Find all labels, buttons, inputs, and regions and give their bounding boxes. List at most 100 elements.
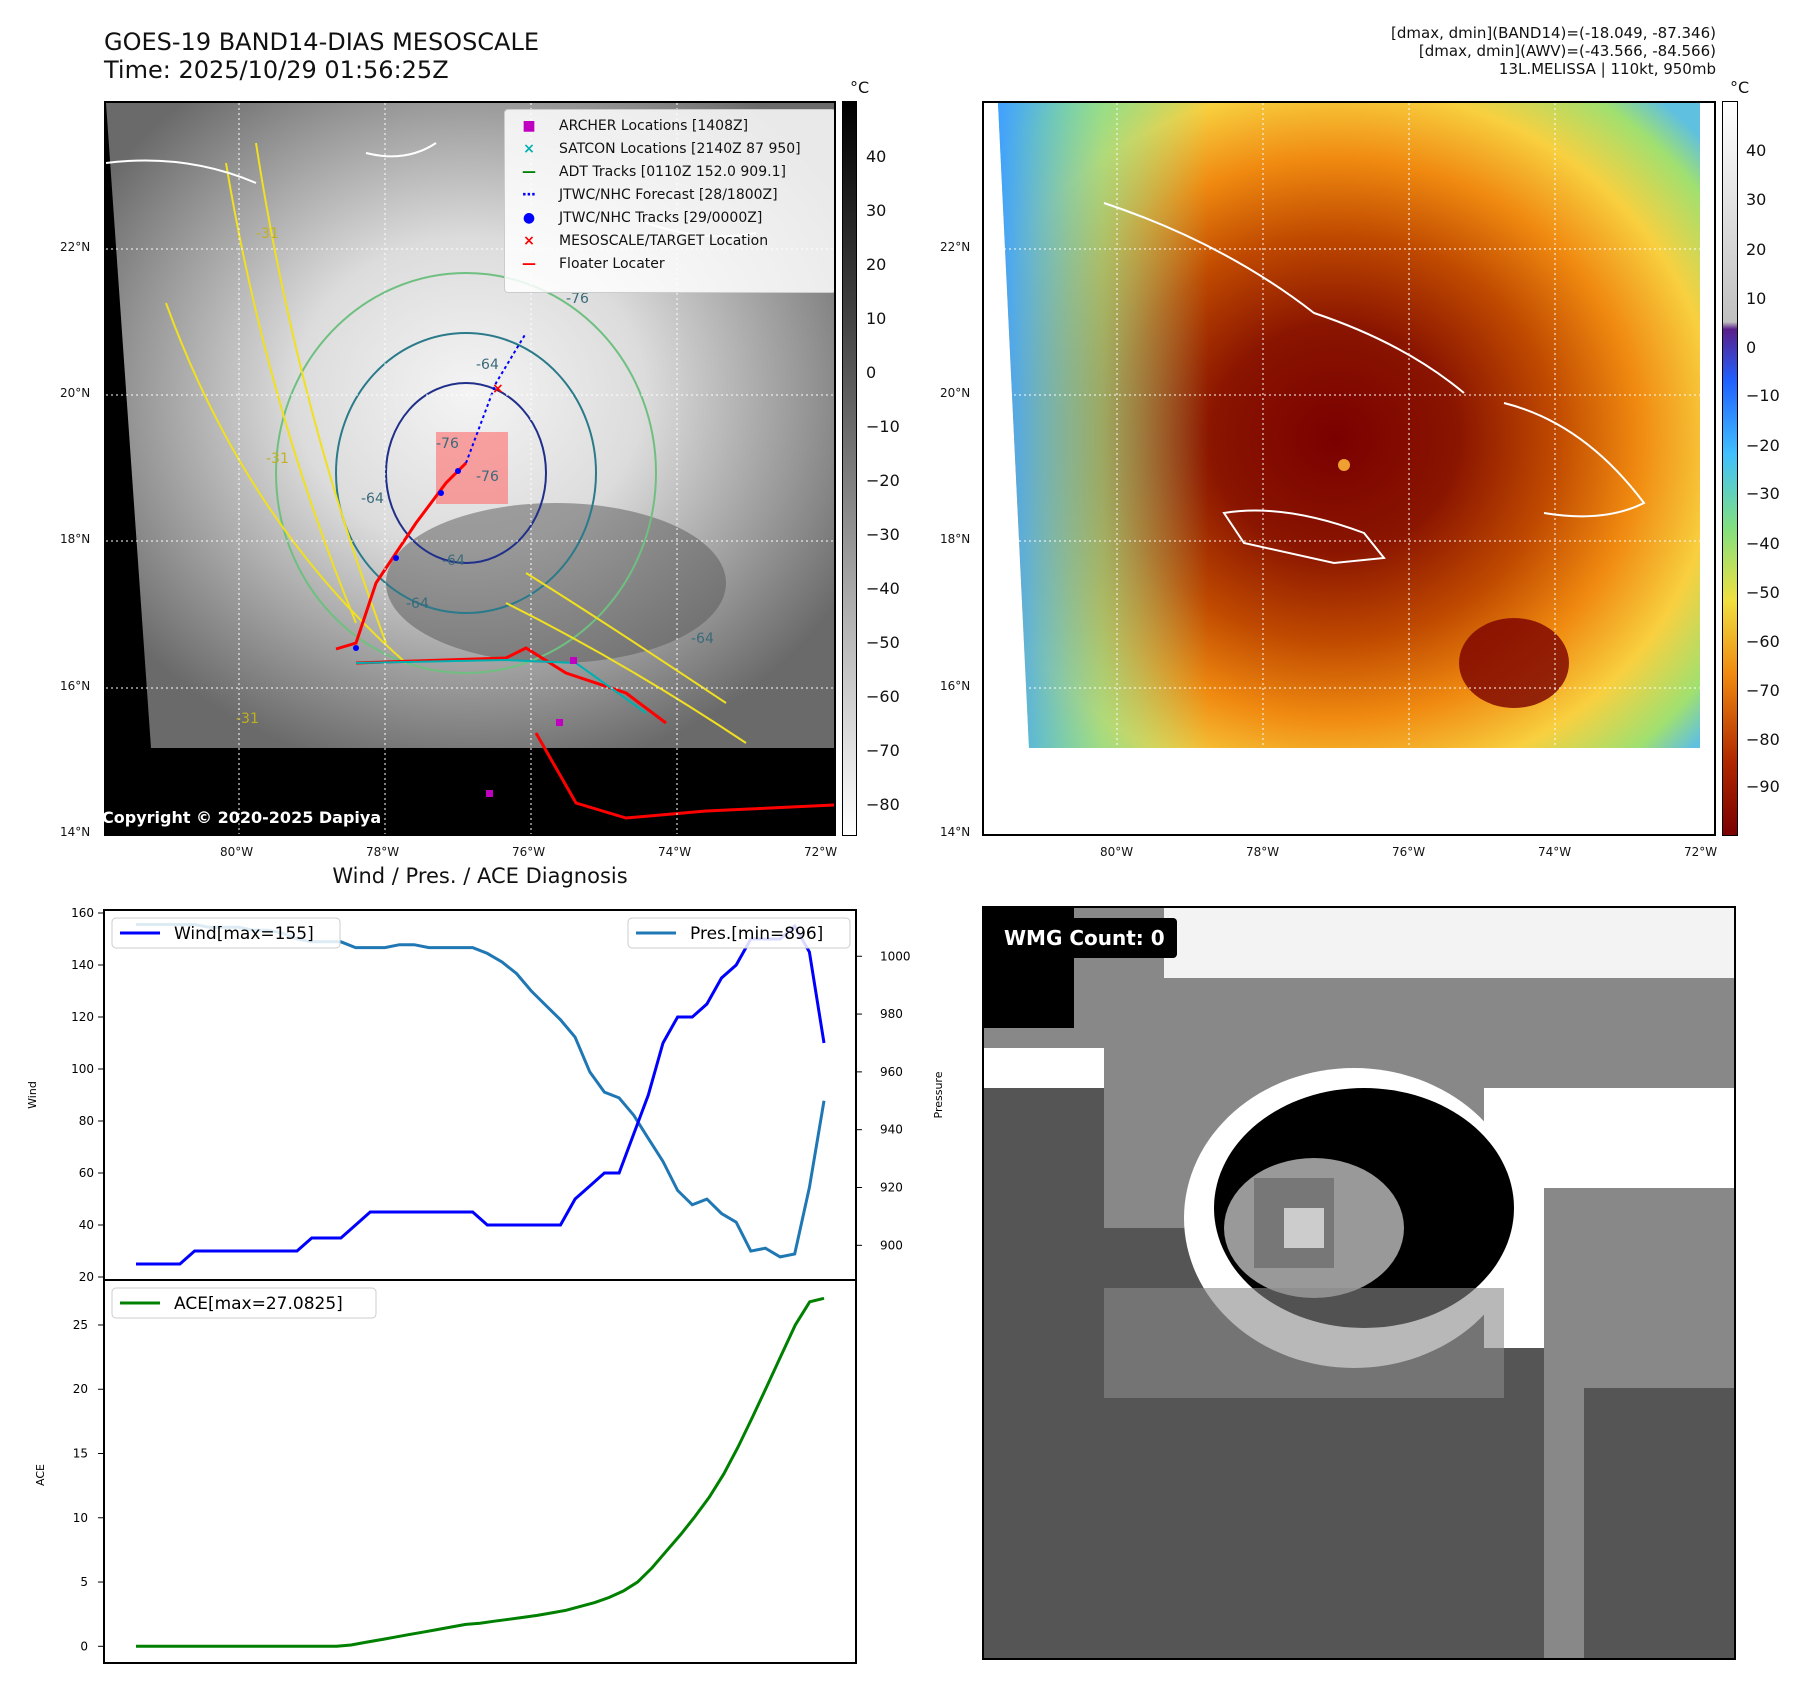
pressure-legend: Pres.[min=896] — [627, 917, 851, 949]
colorbar-tick: −50 — [866, 633, 900, 652]
pressure-tick-label: 900 — [880, 1238, 903, 1252]
legend-entry-adt: — ADT Tracks [0110Z 152.0 909.1] — [509, 160, 831, 183]
lat-label: 22°N — [60, 240, 91, 254]
ace-legend: ACE[max=27.0825] — [111, 1287, 377, 1319]
contour-label: -76 — [566, 291, 589, 307]
colorbar-tick: −60 — [866, 687, 900, 706]
colorbar-tick: −80 — [866, 795, 900, 814]
contour-label: -76 — [436, 436, 459, 452]
colorbar-tick: 20 — [866, 255, 887, 274]
ace-tick-label: 10 — [73, 1511, 88, 1525]
pressure-tick-label: 920 — [880, 1181, 903, 1195]
dot-line-icon: ● — [522, 209, 536, 226]
wind-tick-label: 100 — [71, 1062, 94, 1076]
stats-line-3: 13L.MELISSA | 110kt, 950mb — [1498, 60, 1716, 78]
wind-tick-label: 140 — [71, 958, 94, 972]
wmg-count-badge: WMG Count: 0 — [992, 918, 1177, 958]
colorbar-tick: 20 — [1746, 240, 1767, 259]
awv-map-image — [984, 103, 1714, 834]
line-icon: — — [522, 163, 536, 180]
colorbar-tick: 30 — [866, 201, 887, 220]
wmg-panel — [982, 906, 1736, 1660]
left-colorbar-unit: °C — [850, 78, 870, 97]
pressure-tick-label: 940 — [880, 1123, 903, 1137]
colorbar-tick: 40 — [1746, 141, 1767, 160]
contour-label: -31 — [266, 451, 289, 467]
colorbar-tick: −80 — [1746, 730, 1780, 749]
colorbar-tick: −10 — [1746, 386, 1780, 405]
colorbar-tick: −20 — [1746, 436, 1780, 455]
contour-label: -64 — [691, 631, 714, 647]
wmg-pixel-image — [984, 908, 1734, 1658]
colorbar-tick: −70 — [1746, 681, 1780, 700]
stats-line-1: [dmax, dmin](BAND14)=(-18.049, -87.346) — [1391, 24, 1716, 42]
ace-tick-label: 0 — [80, 1639, 88, 1653]
diagnosis-title: Wind / Pres. / ACE Diagnosis — [332, 864, 628, 888]
wind-legend: Wind[max=155] — [111, 917, 341, 949]
lon-label: 80°W — [1100, 845, 1134, 859]
svg-text:×: × — [492, 381, 504, 397]
colorbar-tick: −90 — [1746, 777, 1780, 796]
x-marker-icon: × — [523, 232, 535, 249]
contour-label: -64 — [476, 357, 499, 373]
lat-label: 20°N — [60, 386, 91, 400]
lat-label: 22°N — [940, 240, 971, 254]
colorbar-tick: −10 — [866, 417, 900, 436]
wind-axis-label: Wind — [26, 1081, 39, 1109]
dotted-line-icon: ⋯ — [522, 186, 536, 203]
wind-tick-label: 60 — [79, 1166, 94, 1180]
line-icon: — — [522, 255, 536, 272]
lat-label: 16°N — [60, 679, 91, 693]
ace-legend-label: ACE[max=27.0825] — [174, 1294, 343, 1314]
colorbar-tick: 0 — [866, 363, 877, 382]
ace-tick-label: 25 — [73, 1318, 88, 1332]
lon-label: 72°W — [804, 845, 838, 859]
left-colorbar — [842, 101, 857, 836]
ace-tick-label: 5 — [80, 1575, 88, 1589]
legend-entry-satcon: × SATCON Locations [2140Z 87 950] — [509, 137, 831, 160]
lon-label: 74°W — [1538, 845, 1572, 859]
contour-label: -76 — [476, 469, 499, 485]
legend-entry-archer: ■ ARCHER Locations [1408Z] — [509, 114, 831, 137]
lat-label: 18°N — [940, 532, 971, 546]
colorbar-tick: −60 — [1746, 632, 1780, 651]
colorbar-tick: −30 — [866, 525, 900, 544]
lat-label: 16°N — [940, 679, 971, 693]
wind-tick-label: 40 — [79, 1218, 94, 1232]
ace-axis-label: ACE — [34, 1464, 47, 1486]
legend-entry-floater: — Floater Locater — [509, 252, 831, 275]
pressure-tick-label: 980 — [880, 1007, 903, 1021]
wind-legend-label: Wind[max=155] — [174, 924, 314, 944]
stats-note: [dmax, dmin](BAND14)=(-18.049, -87.346) … — [1391, 24, 1716, 78]
pressure-tick-label: 1000 — [880, 949, 911, 963]
stats-line-2: [dmax, dmin](AWV)=(-43.566, -84.566) — [1418, 42, 1716, 60]
ace-line — [136, 1296, 825, 1648]
wind-line — [136, 923, 826, 1266]
colorbar-tick: −40 — [1746, 534, 1780, 553]
ace-frame — [103, 1279, 857, 1664]
lon-label: 76°W — [1392, 845, 1426, 859]
right-colorbar — [1722, 101, 1738, 836]
legend-entry-target: × MESOSCALE/TARGET Location — [509, 229, 831, 252]
wind-tick-label: 20 — [79, 1270, 94, 1284]
lat-label: 14°N — [940, 825, 971, 839]
copyright-text: Copyright © 2020-2025 Dapiya — [102, 808, 382, 827]
lat-label: 20°N — [940, 386, 971, 400]
ir-map-panel: × -64 -64 -76 -76 -64 -64 -31 -31 -31 -6… — [104, 101, 836, 836]
lon-label: 72°W — [1684, 845, 1718, 859]
pressure-tick-label: 960 — [880, 1065, 903, 1079]
wind-tick-label: 120 — [71, 1010, 94, 1024]
colorbar-tick: 10 — [866, 309, 887, 328]
title-line-1: GOES-19 BAND14-DIAS MESOSCALE — [104, 28, 540, 56]
lat-label: 18°N — [60, 532, 91, 546]
x-marker-icon: × — [523, 140, 535, 157]
legend-entry-forecast: ⋯ JTWC/NHC Forecast [28/1800Z] — [509, 183, 831, 206]
awv-map-panel — [982, 101, 1716, 836]
colorbar-tick: 10 — [1746, 289, 1767, 308]
map-legend: ■ ARCHER Locations [1408Z] × SATCON Locati… — [504, 109, 834, 293]
colorbar-tick: 0 — [1746, 338, 1757, 357]
legend-entry-tracks: ● JTWC/NHC Tracks [29/0000Z] — [509, 206, 831, 229]
colorbar-tick: −70 — [866, 741, 900, 760]
figure-title: GOES-19 BAND14-DIAS MESOSCALE Time: 2025… — [104, 28, 539, 84]
